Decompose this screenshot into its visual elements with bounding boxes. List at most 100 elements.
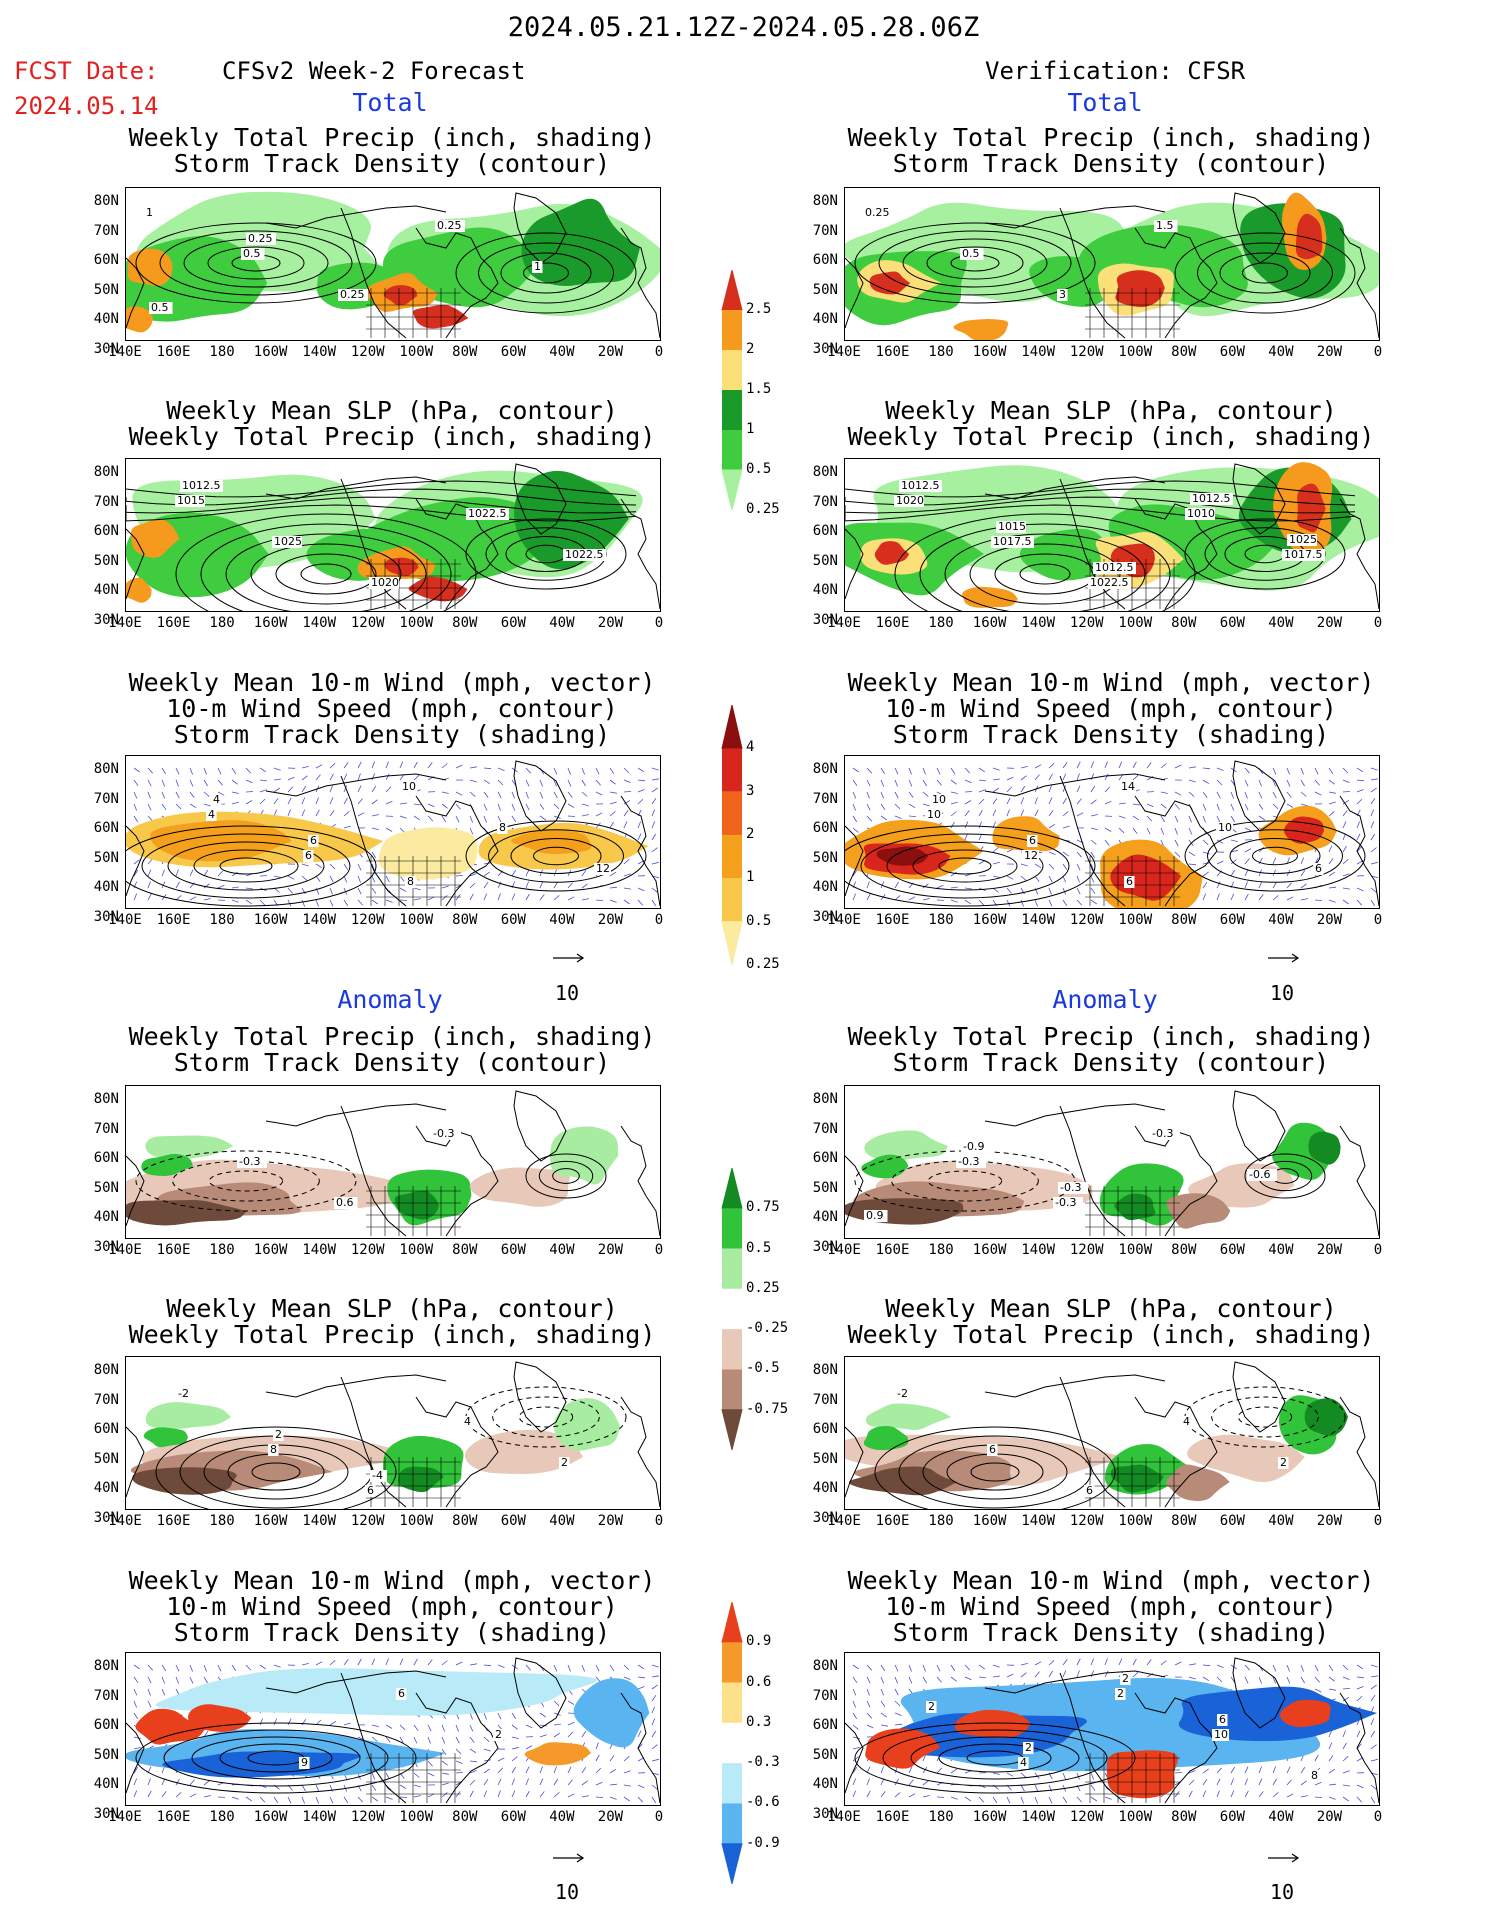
wind-vector xyxy=(1314,1688,1322,1693)
coastline xyxy=(126,1155,145,1227)
coastline xyxy=(984,1670,1166,1694)
wind-vector xyxy=(441,791,449,794)
storm-anom-contour xyxy=(208,1170,284,1192)
wind-vector xyxy=(978,899,985,906)
wind-vector xyxy=(175,791,180,799)
wind-vector xyxy=(483,803,488,811)
wind-vector xyxy=(1020,863,1028,867)
wind-vector xyxy=(852,1688,857,1696)
longitude-tick-label: 100W xyxy=(399,1809,434,1825)
wind-vector xyxy=(1286,1793,1294,1798)
wind-vector xyxy=(315,809,320,817)
wind-vector xyxy=(922,898,930,901)
wind-vector xyxy=(1006,1772,1014,1777)
wind-vector xyxy=(1216,881,1221,889)
contour-label: 8 xyxy=(1311,1769,1318,1782)
wind-vector xyxy=(1244,1664,1250,1671)
wind-vector xyxy=(1370,1675,1378,1678)
slp-isobar xyxy=(944,533,1146,611)
wind-vector xyxy=(1048,1660,1055,1666)
wind-vector xyxy=(1272,1778,1277,1786)
forecast-map-wind: 4 6 10 8 12 4 6 8 xyxy=(125,755,661,909)
colorbar-swatch xyxy=(721,1167,743,1209)
wind-vector xyxy=(1062,851,1069,857)
wind-vector xyxy=(245,1664,252,1671)
wind-vector xyxy=(1230,869,1236,877)
wind-vector xyxy=(1034,774,1040,781)
contour-label-bg xyxy=(987,1444,998,1456)
panel-title-line: Weekly Total Precip (inch, shading) xyxy=(847,1022,1375,1051)
wind-vector xyxy=(978,779,986,782)
longitude-tick-label: 80W xyxy=(452,1513,478,1529)
wind-vector xyxy=(623,1796,630,1802)
wind-vector xyxy=(1342,1664,1349,1671)
wind-vector xyxy=(147,881,151,889)
latitude-tick-label: 50N xyxy=(812,1450,838,1467)
wind-vector xyxy=(978,767,986,773)
wind-vector xyxy=(371,899,379,905)
longitude-tick-label: 20W xyxy=(597,615,624,631)
wind-vector xyxy=(385,786,392,793)
coastline xyxy=(1059,207,1126,339)
wind-vector xyxy=(133,1766,139,1774)
wind-vector xyxy=(1160,827,1165,835)
wind-vector xyxy=(497,1757,505,1762)
longitude-tick-label: 160W xyxy=(253,344,288,360)
wind-vector xyxy=(357,887,362,895)
wind-vector xyxy=(1370,1758,1378,1762)
map-plot: -0.3-0.3-0.3-0.60.9-0.9-0.3 xyxy=(845,1090,1379,1237)
wind-vector xyxy=(866,1790,871,1798)
longitude-tick-label: 0 xyxy=(654,1513,664,1529)
wind-vector xyxy=(936,1676,942,1683)
panel-title-line: Weekly Mean 10-m Wind (mph, vector) xyxy=(128,1566,656,1595)
wind-vector xyxy=(1020,875,1027,881)
wind-vector xyxy=(245,779,253,784)
latitude-tick-label: 40N xyxy=(812,311,838,327)
wind-vector xyxy=(1090,827,1098,831)
wind-vector xyxy=(567,1700,575,1705)
wind-vector xyxy=(1370,899,1376,907)
wind-vector xyxy=(1342,845,1347,853)
wind-vector xyxy=(525,1664,531,1671)
contour-label: 4 xyxy=(1020,1756,1027,1769)
wind-vector xyxy=(1202,1676,1210,1682)
wind-vector xyxy=(1356,1796,1362,1803)
wind-vector xyxy=(371,1784,377,1791)
wind-vector xyxy=(1286,791,1292,798)
wind-vector xyxy=(978,1664,986,1670)
wind-vector xyxy=(343,1659,349,1666)
contour-label-bg xyxy=(144,207,155,219)
wind-vector xyxy=(147,1664,153,1671)
wind-vector xyxy=(866,1712,872,1719)
verification-column-title: Verification: CFSR xyxy=(985,57,1246,85)
wind-vector xyxy=(1370,887,1377,893)
longitude-tick-label: 140E xyxy=(108,615,142,631)
precip-shade-orange xyxy=(953,319,1009,340)
longitude-tick-label: 60W xyxy=(500,615,526,631)
wind-vector xyxy=(567,791,573,798)
wind-vector xyxy=(1314,857,1319,865)
slp-anom-contour xyxy=(970,1462,1020,1482)
wind-vector xyxy=(469,766,477,769)
wind-vector xyxy=(1216,815,1221,823)
wind-vector xyxy=(399,875,405,882)
wind-vector xyxy=(1230,839,1238,842)
wind-vector xyxy=(651,1784,658,1790)
contour-label: 6 xyxy=(1029,834,1036,847)
wind-vector xyxy=(371,1796,379,1802)
wind-vector xyxy=(147,779,152,787)
longitude-tick-label: 120W xyxy=(1069,1242,1104,1258)
storm-anom-pos xyxy=(188,1704,252,1732)
latitude-tick-label: 70N xyxy=(812,1120,838,1137)
wind-vector xyxy=(385,875,390,883)
wind-vector xyxy=(1090,1658,1095,1666)
contour-label: 2 xyxy=(1117,1687,1124,1700)
wind-vector xyxy=(1132,1671,1139,1678)
wind-vector xyxy=(1160,815,1166,823)
wind-vector xyxy=(978,1796,985,1803)
wind-vector xyxy=(992,787,1000,793)
wind-vector xyxy=(1202,1778,1208,1786)
contour-label-bg xyxy=(1084,1485,1095,1497)
wind-vector xyxy=(147,1676,152,1684)
coastline xyxy=(415,1692,499,1804)
